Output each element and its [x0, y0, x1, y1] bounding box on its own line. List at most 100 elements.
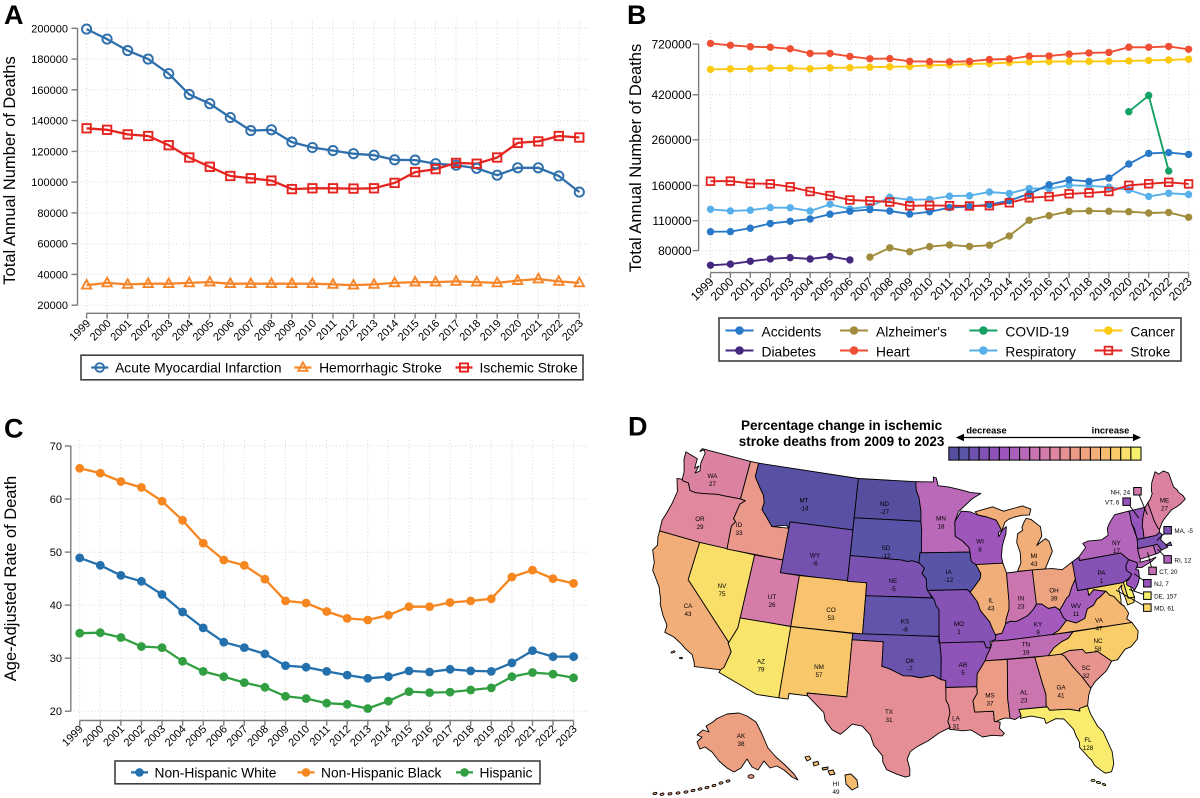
svg-text:LA: LA	[952, 716, 961, 723]
svg-text:Ischemic Stroke: Ischemic Stroke	[480, 361, 578, 376]
svg-text:stroke deaths from 2009 to 202: stroke deaths from 2009 to 2023	[739, 434, 945, 449]
svg-text:Heart: Heart	[876, 344, 910, 359]
svg-text:A: A	[4, 0, 24, 30]
svg-text:Diabetes: Diabetes	[762, 344, 817, 359]
svg-text:58: 58	[1094, 646, 1102, 653]
svg-text:5: 5	[961, 670, 965, 677]
svg-text:-14: -14	[799, 505, 809, 512]
svg-text:43: 43	[684, 611, 692, 618]
svg-text:SC: SC	[1082, 665, 1091, 672]
svg-text:MO: MO	[954, 621, 964, 628]
svg-text:OK: OK	[905, 658, 915, 665]
svg-text:WY: WY	[810, 553, 821, 560]
svg-text:80000: 80000	[37, 208, 68, 220]
svg-text:-8: -8	[902, 626, 908, 633]
svg-text:80000: 80000	[658, 244, 692, 258]
svg-text:MI: MI	[1031, 553, 1038, 560]
svg-text:KS: KS	[901, 619, 909, 626]
svg-text:31: 31	[952, 723, 960, 730]
svg-text:70: 70	[50, 441, 62, 453]
svg-text:IL: IL	[988, 598, 994, 605]
svg-text:9: 9	[1036, 629, 1040, 636]
svg-text:32: 32	[1082, 673, 1090, 680]
svg-text:D: D	[628, 412, 648, 442]
svg-text:IA: IA	[946, 569, 953, 576]
svg-text:DE, 157: DE, 157	[1154, 594, 1177, 601]
svg-text:Hemorrhagic Stroke: Hemorrhagic Stroke	[319, 361, 442, 376]
svg-text:NC: NC	[1093, 638, 1103, 645]
svg-text:26: 26	[768, 602, 776, 609]
svg-text:75: 75	[718, 591, 726, 598]
svg-text:Hispanic: Hispanic	[480, 765, 533, 780]
svg-text:SD: SD	[882, 545, 891, 552]
svg-text:40: 40	[50, 600, 62, 612]
svg-text:Non-Hispanic White: Non-Hispanic White	[155, 765, 277, 780]
svg-text:CA: CA	[684, 603, 694, 610]
svg-text:COVID-19: COVID-19	[1005, 324, 1069, 339]
svg-text:11: 11	[1073, 611, 1080, 618]
svg-text:AK: AK	[737, 733, 746, 740]
svg-text:31: 31	[885, 717, 893, 724]
svg-text:MT: MT	[799, 498, 808, 505]
svg-text:110000: 110000	[652, 214, 691, 228]
svg-text:23: 23	[1017, 603, 1025, 610]
svg-text:AR: AR	[959, 662, 968, 669]
svg-text:NY: NY	[1112, 540, 1122, 547]
svg-text:Total Annual Number of Deaths: Total Annual Number of Deaths	[627, 44, 645, 272]
svg-text:8: 8	[978, 546, 982, 553]
svg-text:CO: CO	[826, 607, 836, 614]
svg-text:-12: -12	[881, 553, 891, 560]
svg-text:RI, 12: RI, 12	[1174, 557, 1191, 564]
svg-text:17: 17	[1113, 548, 1121, 555]
svg-text:128: 128	[1083, 745, 1094, 752]
svg-text:increase: increase	[1092, 426, 1130, 436]
svg-text:Acute Myocardial Infarction: Acute Myocardial Infarction	[115, 361, 281, 376]
svg-text:KY: KY	[1034, 622, 1043, 629]
svg-text:MN: MN	[936, 516, 946, 523]
svg-text:Alzheimer's: Alzheimer's	[876, 324, 947, 339]
svg-text:HI: HI	[833, 781, 840, 788]
svg-text:NV: NV	[718, 583, 728, 590]
svg-text:ND: ND	[880, 501, 890, 508]
svg-text:NM: NM	[814, 664, 824, 671]
svg-text:27: 27	[1161, 505, 1169, 512]
svg-text:720000: 720000	[651, 37, 691, 51]
svg-text:-7: -7	[907, 666, 913, 673]
svg-text:Percentage change in ischemic: Percentage change in ischemic	[741, 418, 943, 433]
svg-text:PA: PA	[1098, 570, 1107, 577]
svg-text:NH, 24: NH, 24	[1111, 490, 1131, 497]
svg-text:NE: NE	[889, 578, 898, 585]
svg-text:TN: TN	[1022, 642, 1031, 649]
svg-text:49: 49	[832, 789, 840, 796]
svg-text:100000: 100000	[31, 177, 68, 189]
svg-text:WA: WA	[708, 473, 719, 480]
svg-text:VT, 6: VT, 6	[1105, 500, 1120, 507]
svg-text:VA: VA	[1095, 618, 1104, 625]
svg-text:TX: TX	[885, 709, 894, 716]
svg-text:40000: 40000	[37, 269, 68, 281]
svg-text:23: 23	[1020, 697, 1028, 704]
svg-text:OH: OH	[1049, 588, 1059, 595]
svg-text:120000: 120000	[31, 146, 68, 158]
svg-text:43: 43	[987, 605, 995, 612]
svg-text:39: 39	[1050, 595, 1058, 602]
svg-text:AL: AL	[1020, 690, 1028, 697]
svg-text:20: 20	[50, 706, 62, 718]
svg-text:50: 50	[50, 547, 62, 559]
svg-text:Non-Hispanic Black: Non-Hispanic Black	[321, 765, 441, 780]
svg-text:60000: 60000	[37, 239, 68, 251]
svg-text:-12: -12	[944, 577, 954, 584]
svg-text:160000: 160000	[651, 179, 691, 193]
svg-text:FL: FL	[1084, 737, 1092, 744]
svg-text:200000: 200000	[31, 23, 68, 35]
svg-text:29: 29	[696, 524, 704, 531]
svg-text:19: 19	[1022, 649, 1030, 656]
svg-text:180000: 180000	[31, 54, 68, 66]
svg-text:B: B	[627, 0, 647, 30]
svg-text:Cancer: Cancer	[1130, 324, 1175, 339]
svg-text:-6: -6	[812, 560, 818, 567]
svg-text:Age-Adjusted Rate of Death: Age-Adjusted Rate of Death	[2, 476, 20, 681]
svg-text:WV: WV	[1071, 603, 1082, 610]
svg-text:MA, -5: MA, -5	[1174, 528, 1193, 535]
svg-text:79: 79	[757, 666, 765, 673]
